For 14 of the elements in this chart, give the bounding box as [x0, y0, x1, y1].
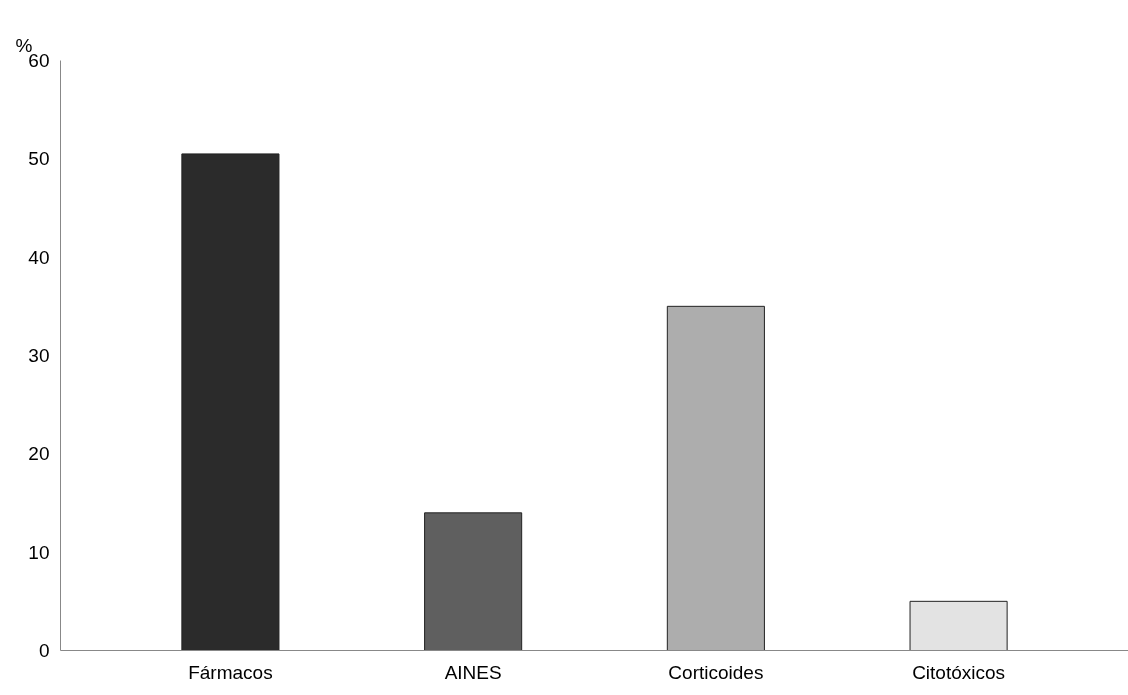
- x-tick-label: Fármacos: [188, 661, 273, 683]
- x-tick-label: AINES: [444, 661, 502, 683]
- y-tick-label: 20: [28, 443, 50, 465]
- x-tick-label: Citotóxicos: [912, 661, 1006, 683]
- bar: [181, 153, 280, 651]
- y-tick-label: 0: [38, 640, 50, 661]
- bar: [666, 305, 765, 651]
- bar: [909, 600, 1008, 651]
- bar: [424, 512, 523, 651]
- x-tick-label: Corticoides: [668, 661, 764, 683]
- y-tick-label: 10: [28, 541, 50, 563]
- y-tick-label: 50: [28, 148, 50, 170]
- y-tick-label: 30: [28, 345, 50, 366]
- y-tick-label: 40: [28, 246, 50, 268]
